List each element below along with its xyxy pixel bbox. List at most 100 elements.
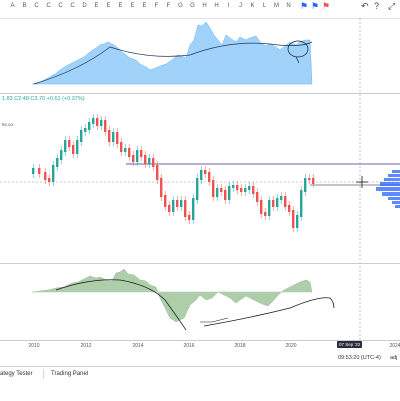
candle-body: [132, 155, 135, 162]
candle-body: [48, 178, 51, 182]
candle-body: [208, 172, 211, 182]
candle-body: [216, 188, 219, 197]
toolbar-letter[interactable]: N: [286, 3, 291, 9]
help-circle-icon[interactable]: ?: [374, 1, 380, 11]
candle-body: [112, 132, 115, 142]
candle-body: [44, 172, 47, 180]
candle-body: [64, 140, 67, 152]
lower-oscillator-signal: [55, 279, 187, 331]
candle-body: [68, 140, 71, 147]
toolbar-letter[interactable]: K: [250, 3, 255, 9]
candle-body: [136, 150, 139, 162]
toolbar-letter[interactable]: B: [22, 3, 27, 9]
candle-body: [220, 188, 223, 192]
toolbar-letter[interactable]: E: [142, 3, 147, 9]
candle-body: [32, 168, 35, 174]
candle-body: [176, 200, 179, 207]
candle-body: [212, 180, 215, 197]
candle-body: [140, 150, 143, 157]
time-axis-label: 2024: [389, 343, 400, 349]
candlestick-series: [32, 114, 315, 232]
toolbar-letter[interactable]: D: [82, 3, 87, 9]
candle-body: [72, 145, 75, 154]
candle-body: [104, 120, 107, 132]
toolbar-letter[interactable]: C: [46, 3, 51, 9]
candle-body: [204, 170, 207, 174]
toolbar-letter[interactable]: E: [130, 3, 135, 9]
tab-strategy-tester[interactable]: ategy Tester: [0, 371, 33, 377]
flag-icon[interactable]: ⚑: [311, 1, 320, 11]
time-axis-label: 2010: [28, 343, 40, 349]
toolbar-letter[interactable]: F: [166, 3, 171, 9]
toolbar-letter[interactable]: J: [239, 3, 242, 9]
candle-body: [284, 196, 287, 207]
drawing-toolbar: A B C C C C D E E E E E F F G G H H I J K L M N ⚑ ⚑ ⚑ ↶ ? ⤢: [0, 0, 400, 19]
candle-body: [244, 188, 247, 192]
candle-body: [80, 130, 83, 142]
flag-icon[interactable]: ⚑: [300, 1, 309, 11]
toolbar-letter[interactable]: H: [202, 3, 207, 9]
candle-body: [152, 158, 155, 167]
candle-body: [144, 155, 147, 164]
candle-body: [148, 158, 151, 164]
candle-body: [252, 186, 255, 194]
candle-body: [76, 140, 79, 154]
toolbar-letter[interactable]: M: [274, 3, 279, 9]
toolbar-letter[interactable]: F: [154, 3, 159, 9]
toolbar-letter[interactable]: I: [227, 3, 230, 9]
bottom-panel-bar: ategy Tester Trading Panel: [0, 366, 400, 401]
crosshair-date-badge: 07 Sep '22: [337, 341, 363, 348]
candle-body: [248, 186, 251, 190]
toolbar-letter[interactable]: H: [214, 3, 219, 9]
tab-trading-panel[interactable]: Trading Panel: [51, 371, 89, 377]
toolbar-letter[interactable]: C: [70, 3, 75, 9]
candle-body: [192, 198, 195, 220]
upper-area-highlight-circle: [287, 40, 309, 58]
tab-divider: [43, 369, 44, 379]
candle-body: [92, 118, 95, 124]
toolbar-letter[interactable]: E: [94, 3, 99, 9]
toolbar-letter[interactable]: G: [178, 3, 183, 9]
candle-body: [156, 165, 159, 180]
candle-body: [100, 120, 103, 126]
candle-body: [288, 205, 291, 212]
candle-body: [180, 200, 183, 207]
toolbar-letter[interactable]: G: [190, 3, 195, 9]
symbol-note: 6s.oo: [2, 122, 14, 127]
undo-arrow-icon[interactable]: ↶: [361, 1, 369, 11]
candle-body: [184, 200, 187, 217]
candle-body: [200, 170, 203, 180]
candle-body: [240, 188, 243, 192]
adj-toggle[interactable]: adj: [390, 355, 398, 361]
time-axis-label: 2012: [80, 343, 92, 349]
time-axis-label: 2018: [234, 343, 246, 349]
candle-body: [312, 178, 315, 184]
clock-readout[interactable]: 09:53:20 (UTC-4): [338, 355, 381, 361]
candle-body: [264, 212, 267, 216]
toolbar-letter[interactable]: A: [10, 3, 15, 9]
candle-body: [300, 190, 303, 217]
candle-body: [188, 215, 191, 220]
toolbar-letter[interactable]: L: [262, 3, 267, 9]
candle-body: [224, 190, 227, 200]
fullscreen-icon[interactable]: ⤢: [388, 1, 396, 11]
toolbar-letter[interactable]: C: [34, 3, 39, 9]
candle-body: [124, 148, 127, 152]
candle-body: [268, 200, 271, 216]
candle-body: [228, 186, 231, 200]
flag-icon[interactable]: ⚑: [322, 1, 331, 11]
candle-body: [236, 185, 239, 190]
candle-body: [120, 142, 123, 152]
toolbar-letter[interactable]: E: [118, 3, 123, 9]
candle-body: [292, 210, 295, 228]
ohlc-readout: 1.83 C2.48 C3.70 +0.61 (+0.37%): [2, 96, 85, 102]
candle-body: [60, 150, 63, 160]
candle-body: [88, 122, 91, 130]
candle-body: [256, 192, 259, 202]
toolbar-letter[interactable]: E: [106, 3, 111, 9]
candle-body: [172, 200, 175, 212]
candle-body: [272, 200, 275, 207]
time-axis-label: 2020: [285, 343, 297, 349]
toolbar-letter[interactable]: C: [58, 3, 63, 9]
